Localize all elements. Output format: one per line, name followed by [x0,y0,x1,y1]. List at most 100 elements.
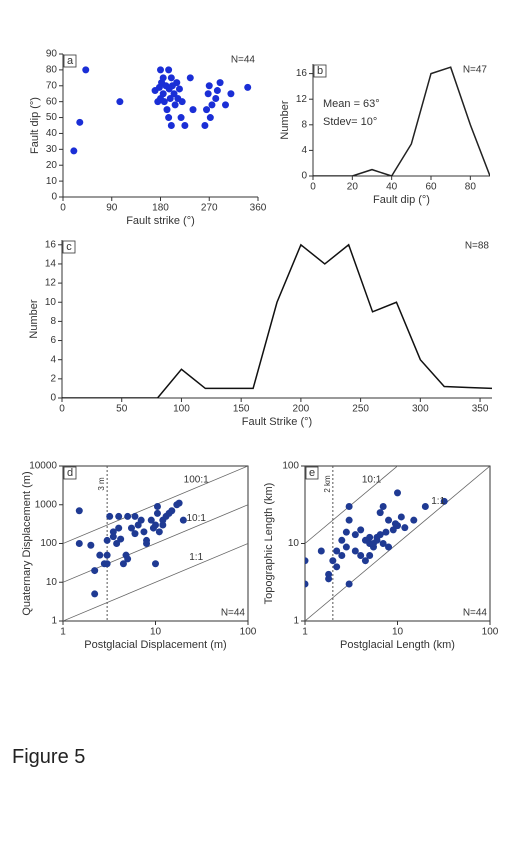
line [62,243,492,398]
x-axis-title: Fault strike (°) [126,215,195,227]
point [76,118,84,126]
y-tick-label: 8 [301,119,307,130]
point [159,521,167,529]
point [170,90,178,98]
point [385,543,393,551]
x-tick-label: 0 [59,404,65,415]
x-tick-label: 60 [425,182,437,193]
plot [313,66,490,176]
x-tick-label: 250 [352,404,369,415]
point [178,98,186,106]
y-tick-label: 10000 [29,461,57,472]
point [351,531,359,539]
x-tick-label: 90 [106,203,118,214]
point [410,516,418,524]
point [167,74,175,82]
point [70,147,78,155]
point [113,540,121,547]
y-tick-label: 50 [46,112,58,123]
point [155,83,163,91]
point [329,557,337,565]
panel-label: c [66,241,72,253]
y-tick-label: 10 [45,297,57,308]
panel-label: a [67,55,74,67]
x-tick-label: 350 [472,404,489,415]
point [167,122,175,129]
x-tick-label: 100 [173,404,190,415]
panel-label-box [63,54,77,68]
x-axis-title: Postglacial Length (km) [340,639,455,651]
ratio-line [305,466,490,621]
line [313,66,490,176]
point [165,114,173,122]
point [147,516,155,524]
y-tick-label: 100 [282,461,299,472]
y-tick-label: 1 [51,616,57,627]
point [213,87,221,95]
ratio-label: 100:1 [184,474,209,485]
y-axis-title: Quaternary Displacement (m) [21,471,33,615]
point [166,94,174,102]
point [103,551,111,559]
threshold-label: 2 km [323,475,332,493]
point [131,530,139,538]
point [171,101,179,109]
y-tick-label: 4 [50,354,56,365]
point [124,512,132,520]
y-tick-label: 0 [301,171,307,182]
y-tick-label: 12 [45,278,57,289]
point [87,541,95,549]
x-axis-title: Postglacial Displacement (m) [84,639,226,651]
y-tick-label: 1000 [35,499,58,510]
point [127,524,135,532]
point [116,98,124,106]
y-tick-label: 100 [40,538,57,549]
point [325,575,333,583]
x-tick-label: 100 [240,627,257,638]
point [186,74,194,82]
point [115,524,123,532]
point [394,522,401,530]
y-tick-label: 90 [46,49,58,60]
point [357,526,365,534]
point [305,557,309,565]
point [117,535,125,543]
plot [62,243,492,398]
point [201,122,209,129]
point [376,509,384,517]
point [345,516,353,524]
point [103,560,111,568]
point [351,547,359,555]
x-tick-label: 200 [293,404,310,415]
figure-caption: Figure 5 [12,746,86,768]
point [216,79,224,87]
x-tick-label: 10 [150,627,162,638]
y-tick-label: 6 [50,335,56,346]
point [155,528,163,536]
y-axis-title: Number [279,100,291,139]
panel-label: d [67,467,73,479]
n-label: N=88 [465,241,490,252]
point [345,580,353,588]
point [153,503,161,511]
y-tick-label: 4 [301,145,307,156]
point [124,555,132,563]
y-tick-label: 16 [296,68,308,79]
point [342,528,350,536]
y-tick-label: 1 [293,616,299,627]
plot [70,66,252,155]
y-tick-label: 10 [46,176,58,187]
point [152,560,159,568]
y-tick-label: 20 [46,160,58,171]
point [157,94,164,102]
point [82,66,90,74]
y-tick-label: 30 [46,144,58,155]
panel-label-box [313,64,327,78]
point [385,516,393,524]
point [394,489,401,497]
point [131,512,139,520]
ratio-line [305,466,399,544]
point [205,82,213,90]
x-axis-title: Fault dip (°) [373,194,430,206]
